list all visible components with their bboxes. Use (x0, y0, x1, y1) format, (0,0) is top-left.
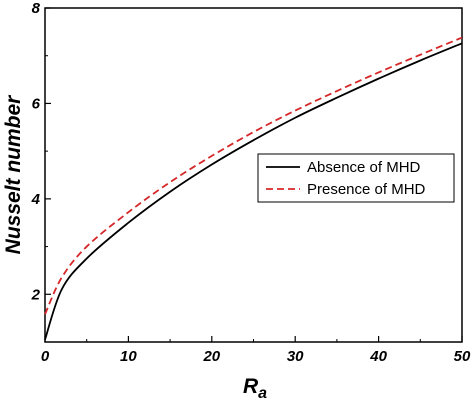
y-tick-label: 2 (31, 286, 41, 303)
y-tick-label: 4 (31, 191, 41, 208)
x-tick-label: 50 (454, 348, 471, 365)
x-axis-title-sub: a (258, 385, 267, 400)
x-tick-label: 10 (120, 348, 137, 365)
y-tick-label: 6 (32, 95, 41, 112)
series-layer (44, 36, 463, 340)
y-axis-title: Nusselt number (2, 94, 25, 255)
legend-label-presence: Presence of MHD (307, 181, 426, 198)
y-tick-label: 8 (32, 0, 41, 17)
legend-label-absence: Absence of MHD (307, 159, 421, 176)
ticks-layer: 0 10 20 30 40 50 2 4 6 8 (31, 0, 471, 365)
x-tick-label: 20 (202, 348, 220, 365)
series-line-absence-of-mhd (44, 42, 463, 340)
x-axis-title: Ra (243, 375, 267, 400)
x-tick-label: 30 (287, 348, 304, 365)
x-tick-label: 0 (41, 348, 50, 365)
x-tick-label: 40 (369, 348, 387, 365)
legend: Absence of MHD Presence of MHD (257, 153, 455, 203)
legend-box (257, 153, 455, 203)
x-axis-title-main: R (243, 375, 259, 398)
series-line-presence-of-mhd (44, 36, 463, 315)
